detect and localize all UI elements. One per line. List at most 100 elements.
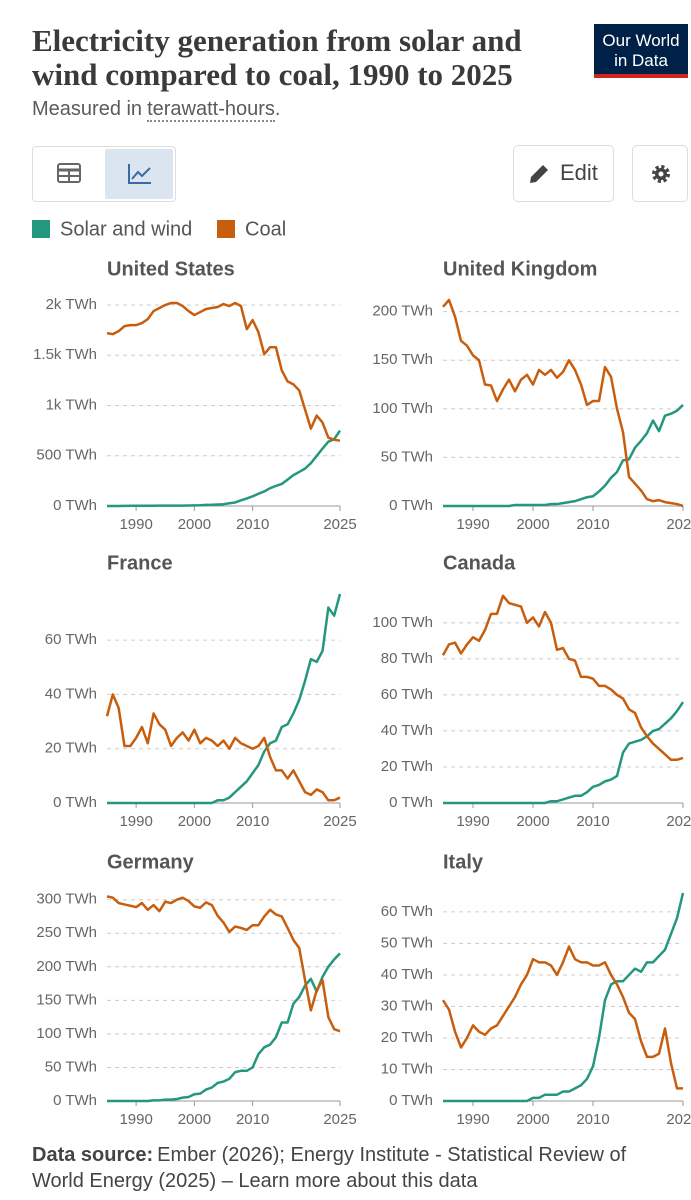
x-tick-label: 1990 <box>456 516 489 533</box>
x-tick-label: 2000 <box>516 813 549 830</box>
y-tick-label: 30 TWh <box>381 997 433 1014</box>
x-tick-label: 2000 <box>178 1111 211 1128</box>
legend-swatch <box>217 220 235 238</box>
x-tick-label: 2025 <box>666 1111 691 1128</box>
series-line <box>441 945 683 1090</box>
series-line <box>107 593 342 805</box>
series-line <box>107 952 341 1103</box>
panel-title: Canada <box>443 552 516 574</box>
series-line <box>443 701 685 805</box>
subtitle-end: . <box>274 98 281 120</box>
series-line <box>107 429 342 508</box>
panel-title: United States <box>107 258 235 280</box>
y-tick-label: 20 TWh <box>381 758 433 775</box>
edit-label: Edit <box>560 160 598 185</box>
y-tick-label: 0 TWh <box>389 497 433 514</box>
settings-button[interactable] <box>632 145 688 202</box>
source-text[interactable]: Ember (2026); Energy Institute - Statist… <box>32 1144 627 1192</box>
chart-tab[interactable] <box>127 162 153 186</box>
unit-link[interactable]: terawatt-hours <box>147 98 275 122</box>
y-tick-label: 40 TWh <box>381 966 433 983</box>
series-line <box>106 301 341 442</box>
x-tick-label: 2025 <box>666 813 691 830</box>
y-tick-label: 100 TWh <box>36 1025 97 1042</box>
x-tick-label: 2010 <box>236 1111 269 1128</box>
x-tick-label: 2000 <box>178 813 211 830</box>
panel-title: Germany <box>107 851 195 873</box>
logo[interactable]: Our World in Data <box>594 24 688 78</box>
title: Electricity generation from solar and wi… <box>32 23 522 92</box>
subtitle: Measured in terawatt-hours. <box>32 98 281 122</box>
legend-label: Solar and wind <box>60 218 192 240</box>
y-tick-label: 20 TWh <box>381 1029 433 1046</box>
subtitle-text: Measured in <box>32 98 143 120</box>
y-tick-label: 100 TWh <box>372 400 433 417</box>
y-tick-label: 0 TWh <box>389 1092 433 1109</box>
panel-title: Italy <box>443 851 484 873</box>
y-tick-label: 1k TWh <box>46 396 97 413</box>
y-tick-label: 150 TWh <box>36 991 97 1008</box>
x-tick-label: 2010 <box>236 813 269 830</box>
pencil-icon <box>530 165 548 183</box>
y-tick-label: 0 TWh <box>53 1092 97 1109</box>
x-tick-label: 1990 <box>456 1111 489 1128</box>
logo-line: in Data <box>614 51 668 70</box>
x-tick-label: 2000 <box>516 1111 549 1128</box>
y-tick-label: 0 TWh <box>53 794 97 811</box>
y-tick-label: 150 TWh <box>372 351 433 368</box>
x-tick-label: 2010 <box>576 813 609 830</box>
x-tick-label: 2025 <box>666 516 691 533</box>
y-tick-label: 1.5k TWh <box>33 346 97 363</box>
edit-button[interactable]: Edit <box>513 145 614 202</box>
y-tick-label: 60 TWh <box>381 686 433 703</box>
charts: Solar and wind Coal United States 0 TWh 500 … <box>32 218 691 1128</box>
y-tick-label: 300 TWh <box>36 891 97 908</box>
y-tick-label: 2k TWh <box>46 296 97 313</box>
y-tick-label: 10 TWh <box>381 1060 433 1077</box>
series-line <box>443 892 685 1103</box>
table-tab[interactable] <box>57 163 81 185</box>
y-tick-label: 100 TWh <box>372 614 433 631</box>
source-label: Data source: <box>32 1144 154 1166</box>
y-tick-label: 60 TWh <box>381 903 433 920</box>
y-tick-label: 50 TWh <box>381 934 433 951</box>
y-tick-label: 200 TWh <box>36 958 97 975</box>
y-tick-label: 0 TWh <box>53 497 97 514</box>
x-tick-label: 2000 <box>178 516 211 533</box>
x-tick-label: 1990 <box>119 813 152 830</box>
series-line <box>106 895 341 1033</box>
x-tick-label: 2025 <box>323 1111 356 1128</box>
legend-label: Coal <box>245 218 286 240</box>
y-tick-label: 40 TWh <box>45 685 97 702</box>
x-tick-label: 1990 <box>456 813 489 830</box>
x-tick-label: 2025 <box>323 516 356 533</box>
gear-icon <box>652 165 670 183</box>
series-line <box>443 404 684 508</box>
x-tick-label: 1990 <box>119 1111 152 1128</box>
series-line <box>105 693 341 802</box>
y-tick-label: 40 TWh <box>381 722 433 739</box>
footer: Data source: Ember (2026); Energy Institu… <box>32 1142 672 1194</box>
x-tick-label: 2010 <box>576 1111 609 1128</box>
panel-title: United Kingdom <box>443 258 597 280</box>
x-tick-label: 2000 <box>516 516 549 533</box>
y-tick-label: 20 TWh <box>45 740 97 757</box>
y-tick-label: 50 TWh <box>381 448 433 465</box>
y-tick-label: 80 TWh <box>381 650 433 667</box>
y-tick-label: 500 TWh <box>36 447 97 464</box>
panel-title: France <box>107 552 173 574</box>
y-tick-label: 200 TWh <box>372 303 433 320</box>
x-tick-label: 2025 <box>323 813 356 830</box>
legend-swatch <box>32 220 50 238</box>
y-tick-label: 0 TWh <box>389 794 433 811</box>
x-tick-label: 1990 <box>119 516 152 533</box>
view-toggle <box>32 146 176 202</box>
y-tick-label: 50 TWh <box>45 1058 97 1075</box>
series-line <box>441 594 684 762</box>
y-tick-label: 250 TWh <box>36 924 97 941</box>
series-line <box>442 298 684 508</box>
y-tick-label: 60 TWh <box>45 631 97 648</box>
logo-line: Our World <box>602 31 680 50</box>
x-tick-label: 2010 <box>236 516 269 533</box>
